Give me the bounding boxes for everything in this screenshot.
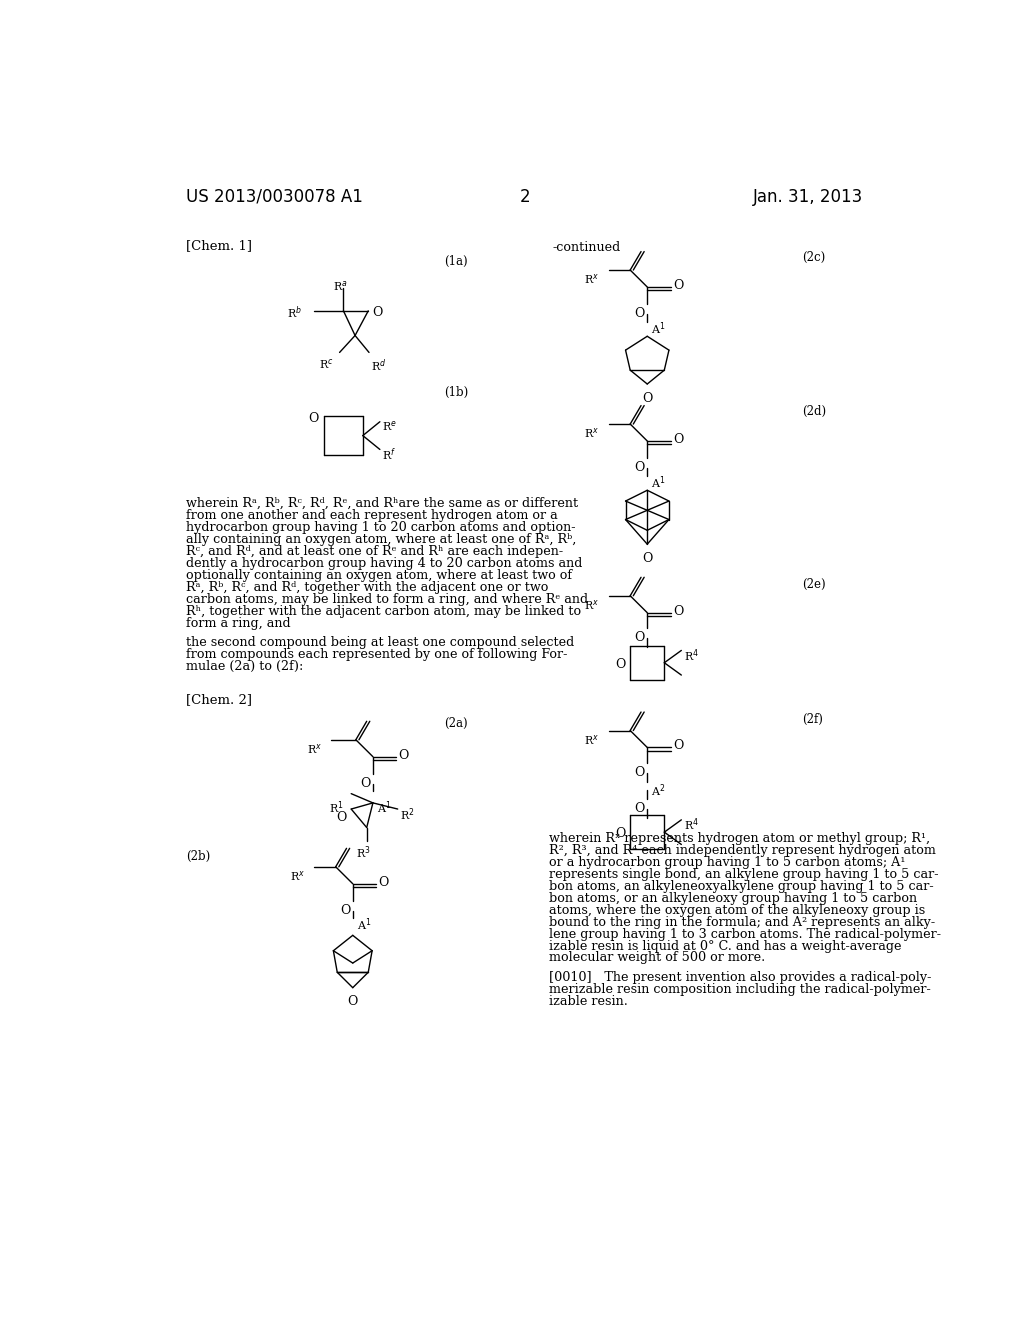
Text: bon atoms, an alkyleneoxyalkylene group having 1 to 5 car-: bon atoms, an alkyleneoxyalkylene group …	[549, 880, 934, 892]
Text: R$^{3}$: R$^{3}$	[356, 845, 371, 861]
Text: form a ring, and: form a ring, and	[186, 616, 291, 630]
Text: hydrocarbon group having 1 to 20 carbon atoms and option-: hydrocarbon group having 1 to 20 carbon …	[186, 521, 575, 535]
Text: O: O	[360, 776, 371, 789]
Text: O: O	[615, 828, 626, 841]
Text: A$^{1}$: A$^{1}$	[377, 799, 391, 816]
Text: merizable resin composition including the radical-polymer-: merizable resin composition including th…	[549, 983, 931, 997]
Text: R$^{1}$: R$^{1}$	[329, 799, 343, 816]
Text: izable resin is liquid at 0° C. and has a weight-average: izable resin is liquid at 0° C. and has …	[549, 940, 901, 953]
Text: O: O	[634, 803, 645, 816]
Text: (1a): (1a)	[444, 255, 468, 268]
Text: R$^{2}$: R$^{2}$	[400, 807, 415, 822]
Text: O: O	[372, 306, 383, 319]
Text: O: O	[398, 748, 409, 762]
Text: bon atoms, or an alkyleneoxy group having 1 to 5 carbon: bon atoms, or an alkyleneoxy group havin…	[549, 892, 916, 904]
Text: (2d): (2d)	[802, 405, 826, 418]
Text: O: O	[308, 412, 318, 425]
Text: A$^{1}$: A$^{1}$	[651, 474, 666, 491]
Text: izable resin.: izable resin.	[549, 995, 628, 1008]
Text: from compounds each represented by one of following For-: from compounds each represented by one o…	[186, 648, 567, 661]
Text: O: O	[340, 904, 350, 917]
Text: Rᵃ, Rᵇ, Rᶜ, and Rᵈ, together with the adjacent one or two: Rᵃ, Rᵇ, Rᶜ, and Rᵈ, together with the ad…	[186, 581, 549, 594]
Text: O: O	[642, 552, 652, 565]
Text: O: O	[615, 657, 626, 671]
Text: R$^{d}$: R$^{d}$	[371, 358, 386, 374]
Text: atoms, where the oxygen atom of the alkyleneoxy group is: atoms, where the oxygen atom of the alky…	[549, 904, 925, 917]
Text: [0010] The present invention also provides a radical-poly-: [0010] The present invention also provid…	[549, 972, 931, 985]
Text: A$^{1}$: A$^{1}$	[356, 917, 371, 933]
Text: O: O	[634, 308, 645, 319]
Text: represents single bond, an alkylene group having 1 to 5 car-: represents single bond, an alkylene grou…	[549, 869, 938, 880]
Text: (2f): (2f)	[802, 713, 823, 726]
Text: Rʰ, together with the adjacent carbon atom, may be linked to: Rʰ, together with the adjacent carbon at…	[186, 605, 582, 618]
Text: R$^{x}$: R$^{x}$	[584, 426, 599, 441]
Text: wherein Rᵃ, Rᵇ, Rᶜ, Rᵈ, Rᵉ, and Rʰare the same as or different: wherein Rᵃ, Rᵇ, Rᶜ, Rᵈ, Rᵉ, and Rʰare th…	[186, 498, 579, 511]
Text: wherein Rˣ represents hydrogen atom or methyl group; R¹,: wherein Rˣ represents hydrogen atom or m…	[549, 832, 930, 845]
Text: O: O	[378, 875, 389, 888]
Text: -continued: -continued	[553, 240, 621, 253]
Text: R$^{x}$: R$^{x}$	[584, 598, 599, 612]
Text: O: O	[673, 605, 683, 618]
Text: A$^{1}$: A$^{1}$	[651, 321, 666, 337]
Text: (1b): (1b)	[444, 385, 468, 399]
Text: (2b): (2b)	[186, 850, 210, 863]
Text: the second compound being at least one compound selected: the second compound being at least one c…	[186, 636, 574, 649]
Text: (2e): (2e)	[802, 578, 826, 591]
Text: R$^{x}$: R$^{x}$	[306, 742, 322, 756]
Text: O: O	[673, 739, 683, 752]
Text: Rᶜ, and Rᵈ, and at least one of Rᵉ and Rʰ are each indepen-: Rᶜ, and Rᵈ, and at least one of Rᵉ and R…	[186, 545, 563, 558]
Text: Jan. 31, 2013: Jan. 31, 2013	[754, 187, 863, 206]
Text: carbon atoms, may be linked to form a ring, and where Rᵉ and: carbon atoms, may be linked to form a ri…	[186, 593, 588, 606]
Text: (2a): (2a)	[444, 717, 468, 730]
Text: O: O	[634, 461, 645, 474]
Text: R$^{x}$: R$^{x}$	[584, 272, 599, 286]
Text: A$^{2}$: A$^{2}$	[651, 783, 666, 800]
Text: R², R³, and R⁴ each independently represent hydrogen atom: R², R³, and R⁴ each independently repres…	[549, 843, 936, 857]
Text: US 2013/0030078 A1: US 2013/0030078 A1	[186, 187, 362, 206]
Text: lene group having 1 to 3 carbon atoms. The radical-polymer-: lene group having 1 to 3 carbon atoms. T…	[549, 928, 941, 941]
Text: R$^{f}$: R$^{f}$	[382, 446, 396, 463]
Text: mulae (2a) to (2f):: mulae (2a) to (2f):	[186, 660, 303, 673]
Text: (2c): (2c)	[802, 251, 825, 264]
Text: 2: 2	[519, 187, 530, 206]
Text: [Chem. 2]: [Chem. 2]	[186, 693, 252, 706]
Text: bound to the ring in the formula; and A² represents an alky-: bound to the ring in the formula; and A²…	[549, 916, 935, 929]
Text: O: O	[642, 392, 652, 405]
Text: O: O	[336, 812, 346, 825]
Text: R$^{a}$: R$^{a}$	[333, 279, 348, 293]
Text: R$^{x}$: R$^{x}$	[584, 733, 599, 747]
Text: R$^{b}$: R$^{b}$	[288, 304, 302, 321]
Text: [Chem. 1]: [Chem. 1]	[186, 239, 252, 252]
Text: dently a hydrocarbon group having 4 to 20 carbon atoms and: dently a hydrocarbon group having 4 to 2…	[186, 557, 583, 570]
Text: from one another and each represent hydrogen atom or a: from one another and each represent hydr…	[186, 510, 558, 523]
Text: O: O	[673, 433, 683, 446]
Text: R$^{e}$: R$^{e}$	[382, 418, 397, 433]
Text: molecular weight of 500 or more.: molecular weight of 500 or more.	[549, 952, 765, 965]
Text: or a hydrocarbon group having 1 to 5 carbon atoms; A¹: or a hydrocarbon group having 1 to 5 car…	[549, 857, 905, 869]
Text: O: O	[634, 631, 645, 644]
Text: optionally containing an oxygen atom, where at least two of: optionally containing an oxygen atom, wh…	[186, 569, 572, 582]
Text: O: O	[347, 995, 358, 1008]
Text: R$^{c}$: R$^{c}$	[318, 358, 334, 371]
Text: O: O	[634, 766, 645, 779]
Text: R$^{4}$: R$^{4}$	[684, 817, 699, 833]
Text: O: O	[673, 279, 683, 292]
Text: ally containing an oxygen atom, where at least one of Rᵃ, Rᵇ,: ally containing an oxygen atom, where at…	[186, 533, 577, 546]
Text: R$^{4}$: R$^{4}$	[684, 647, 699, 664]
Text: R$^{x}$: R$^{x}$	[290, 869, 305, 883]
